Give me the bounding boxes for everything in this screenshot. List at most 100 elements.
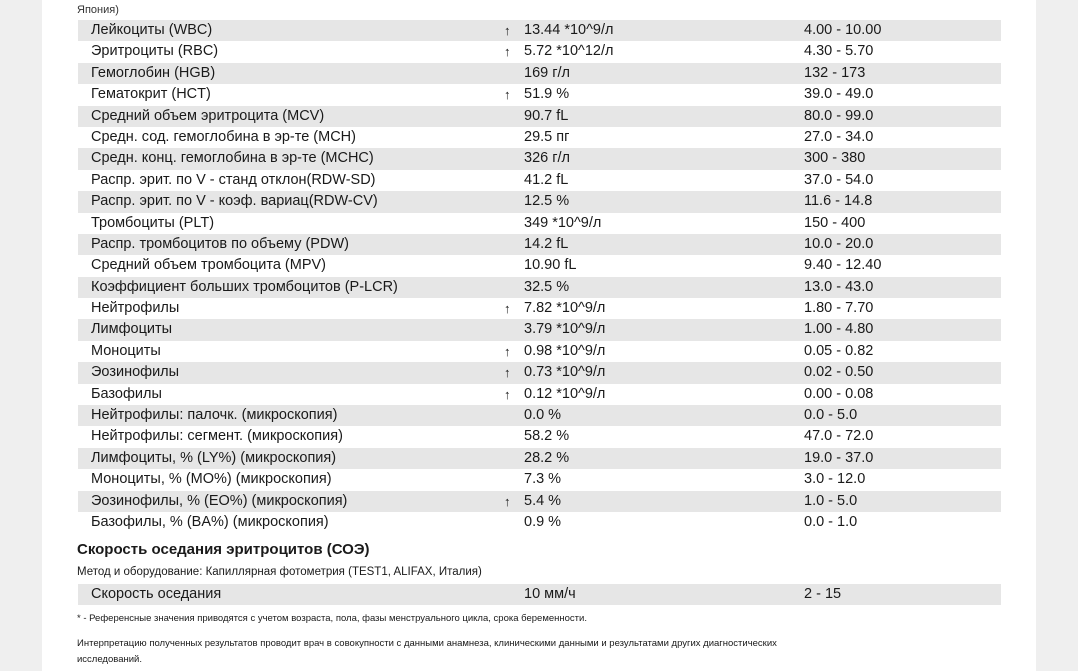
high-flag-icon: ↑ [504, 365, 511, 381]
table-row: Коэффициент больших тромбоцитов (P-LCR) 3… [78, 276, 1001, 299]
test-value: 14.2 fL [524, 235, 569, 252]
test-value: 326 г/л [524, 150, 570, 167]
test-value: 0.12 *10^9/л [524, 385, 606, 402]
test-reference-range: 9.40 - 12.40 [804, 257, 882, 274]
test-name: Базофилы [91, 385, 162, 402]
table-row: Базофилы, % (BA%) (микроскопия) 0.9 % 0.0 … [78, 512, 1001, 533]
test-reference-range: 150 - 400 [804, 214, 866, 231]
table-row: Лейкоциты (WBC) ↑ 13.44 *10^9/л 4.00 - 10.0… [78, 20, 1001, 42]
table-row: Распр. эрит. по V - коэф. вариац(RDW-CV)… [78, 191, 1001, 213]
test-value: 5.4 % [524, 492, 562, 509]
test-name: Распр. эрит. по V - коэф. вариац(RDW-CV) [91, 193, 378, 210]
test-name: Средний объем тромбоцита (MPV) [91, 257, 326, 274]
table-row: Лимфоциты, % (LY%) (микроскопия) 28.2 % 19… [78, 447, 1001, 470]
test-reference-range: 0.0 - 1.0 [804, 513, 858, 530]
table-row: Средн. сод. гемоглобина в эр-те (MCH) 29.… [78, 127, 1001, 148]
test-name: Нейтрофилы: сегмент. (микроскопия) [91, 428, 343, 445]
table-row: Гематокрит (HCT) ↑ 51.9 % 39.0 - 49.0 [78, 84, 1001, 105]
test-reference-range: 11.6 - 14.8 [804, 193, 873, 210]
test-reference-range: 3.0 - 12.0 [804, 471, 866, 488]
test-name: Нейтрофилы [91, 300, 180, 317]
test-reference-range: 47.0 - 72.0 [804, 428, 874, 445]
test-value: 29.5 пг [524, 128, 570, 145]
test-reference-range: 10.0 - 20.0 [804, 235, 874, 252]
high-flag-icon: ↑ [504, 343, 511, 359]
test-name: Гематокрит (HCT) [91, 86, 211, 103]
test-value: 12.5 % [524, 193, 570, 210]
table-row: Тромбоциты (PLT) 349 *10^9/л 150 - 400 [78, 213, 1001, 234]
test-name: Скорость оседания [91, 586, 222, 602]
test-value: 13.44 *10^9/л [524, 22, 614, 38]
test-reference-range: 2 - 15 [804, 586, 842, 602]
test-name: Средн. сод. гемоглобина в эр-те (MCH) [91, 128, 356, 145]
high-flag-icon: ↑ [504, 23, 511, 38]
test-value: 7.3 % [524, 471, 562, 488]
test-name: Лимфоциты [91, 321, 173, 338]
table-row: Нейтрофилы ↑ 7.82 *10^9/л 1.80 - 7.70 [78, 298, 1001, 319]
test-value: 41.2 fL [524, 171, 569, 188]
test-name: Лейкоциты (WBC) [91, 22, 213, 38]
test-name: Распр. тромбоцитов по объему (PDW) [91, 235, 349, 252]
test-value: 0.98 *10^9/л [524, 342, 606, 359]
report-page: Япония) Лейкоциты (WBC) ↑ 13.44 *10^9/л 4.0… [42, 0, 1036, 671]
test-reference-range: 80.0 - 99.0 [804, 107, 874, 124]
table-row: Моноциты ↑ 0.98 *10^9/л 0.05 - 0.82 [78, 341, 1001, 362]
table-row: Гемоглобин (HGB) 169 г/л 132 - 173 [78, 62, 1001, 85]
test-name: Нейтрофилы: палочк. (микроскопия) [91, 407, 338, 424]
test-value: 28.2 % [524, 449, 570, 466]
test-reference-range: 0.02 - 0.50 [804, 364, 874, 381]
test-reference-range: 1.00 - 4.80 [804, 321, 874, 338]
test-value: 90.7 fL [524, 107, 569, 124]
high-flag-icon: ↑ [504, 44, 511, 60]
high-flag-icon: ↑ [504, 493, 511, 509]
test-value: 10.90 fL [524, 257, 577, 274]
table-row: Средний объем эритроцита (MCV) 90.7 fL 80.… [78, 105, 1001, 127]
test-name: Моноциты, % (MO%) (микроскопия) [91, 471, 332, 488]
test-value: 51.9 % [524, 86, 570, 103]
header-note: Япония) [77, 4, 119, 16]
test-name: Средний объем эритроцита (MCV) [91, 107, 325, 124]
test-name: Тромбоциты (PLT) [91, 214, 215, 231]
test-reference-range: 132 - 173 [804, 64, 866, 81]
test-value: 0.73 *10^9/л [524, 364, 606, 381]
test-name: Коэффициент больших тромбоцитов (P-LCR) [91, 278, 398, 295]
test-reference-range: 4.00 - 10.00 [804, 22, 882, 38]
test-reference-range: 39.0 - 49.0 [804, 86, 874, 103]
results-table: Лейкоциты (WBC) ↑ 13.44 *10^9/л 4.00 - 10.0… [78, 20, 1001, 533]
table-row: Нейтрофилы: сегмент. (микроскопия) 58.2 %… [78, 426, 1001, 447]
test-reference-range: 300 - 380 [804, 150, 866, 167]
test-name: Базофилы, % (BA%) (микроскопия) [91, 513, 329, 530]
table-row: Эозинофилы, % (EO%) (микроскопия) ↑ 5.4 % 1… [78, 490, 1001, 512]
table-row: Эозинофилы ↑ 0.73 *10^9/л 0.02 - 0.50 [78, 362, 1001, 384]
test-name: Моноциты [91, 342, 161, 359]
test-value: 32.5 % [524, 278, 570, 295]
high-flag-icon: ↑ [504, 301, 511, 317]
test-value: 58.2 % [524, 428, 570, 445]
test-value: 349 *10^9/л [524, 214, 602, 231]
test-reference-range: 13.0 - 43.0 [804, 278, 874, 295]
test-name: Эозинофилы [91, 364, 180, 381]
esr-section-title: Скорость оседания эритроцитов (СОЭ) [77, 541, 370, 558]
table-row: Моноциты, % (MO%) (микроскопия) 7.3 % 3.0 … [78, 469, 1001, 490]
table-row: Эритроциты (RBC) ↑ 5.72 *10^12/л 4.30 - 5.7… [78, 41, 1001, 62]
high-flag-icon: ↑ [504, 386, 511, 402]
table-row: Средн. конц. гемоглобина в эр-те (MCHC) 3… [78, 148, 1001, 170]
table-row: Базофилы ↑ 0.12 *10^9/л 0.00 - 0.08 [78, 384, 1001, 405]
test-reference-range: 37.0 - 54.0 [804, 171, 874, 188]
test-name: Лимфоциты, % (LY%) (микроскопия) [91, 449, 337, 466]
test-value: 0.9 % [524, 513, 562, 530]
test-reference-range: 19.0 - 37.0 [804, 449, 874, 466]
interpretation-footnote: Интерпретацию полученных результатов про… [77, 638, 777, 665]
esr-method: Метод и оборудование: Капиллярная фотоме… [77, 566, 482, 578]
table-row: Средний объем тромбоцита (MPV) 10.90 fL 9.… [78, 255, 1001, 276]
test-value: 5.72 *10^12/л [524, 43, 614, 60]
test-reference-range: 0.00 - 0.08 [804, 385, 874, 402]
reference-footnote: * - Референсные значения приводятся с уч… [77, 613, 587, 624]
test-name: Гемоглобин (HGB) [91, 64, 216, 81]
table-row: Лимфоциты 3.79 *10^9/л 1.00 - 4.80 [78, 319, 1001, 341]
test-reference-range: 4.30 - 5.70 [804, 43, 874, 60]
test-reference-range: 0.05 - 0.82 [804, 342, 874, 359]
high-flag-icon: ↑ [504, 87, 511, 103]
table-row: Распр. эрит. по V - станд отклон(RDW-SD)… [78, 170, 1001, 191]
test-name: Распр. эрит. по V - станд отклон(RDW-SD) [91, 171, 376, 188]
